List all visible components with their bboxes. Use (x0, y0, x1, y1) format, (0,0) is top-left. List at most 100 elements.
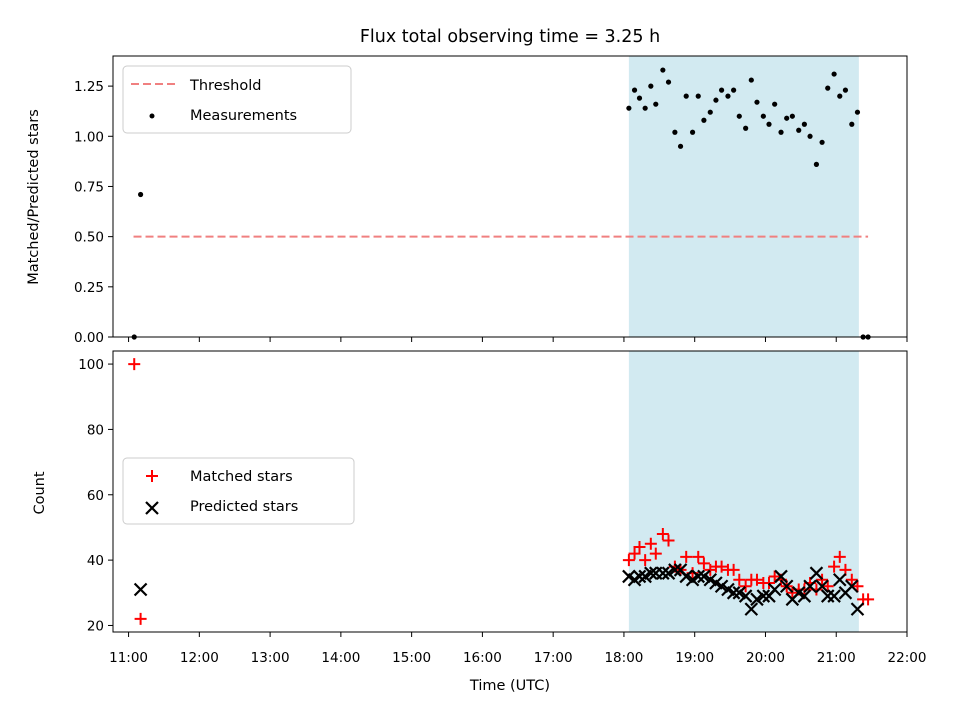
matched-star-point (733, 573, 746, 586)
predicted-star-point (832, 572, 847, 587)
measurement-point (819, 139, 825, 145)
measurement-point (695, 93, 701, 99)
top-y-tick-label: 1.25 (74, 79, 104, 95)
measurements-legend-marker (149, 113, 155, 119)
measurement-point (831, 71, 837, 77)
predicted-stars-series (133, 563, 865, 616)
x-tick-label: 19:00 (675, 650, 714, 666)
bottom-y-ticks: 20 40 60 80 100 (78, 357, 113, 634)
bottom-y-tick-label: 40 (87, 553, 104, 569)
predicted-star-point (668, 563, 682, 577)
measurement-point (801, 121, 807, 127)
matched-star-point (128, 358, 141, 371)
measurement-point (648, 83, 654, 89)
x-axis-label: Time (UTC) (469, 678, 550, 694)
predicted-star-point (726, 586, 741, 600)
predicted-star-point (644, 566, 658, 580)
predicted-star-point (767, 582, 782, 597)
measurement-point (754, 99, 760, 105)
top-shaded-interval (628, 56, 859, 337)
predicted-star-point (679, 569, 693, 584)
matched-star-point (763, 576, 776, 589)
predicted-star-point (809, 566, 824, 580)
measurement-point (672, 129, 678, 135)
measurement-point (813, 161, 820, 167)
matched-star-point (622, 554, 635, 567)
measurement-point (636, 95, 643, 101)
measurements-series (131, 67, 871, 340)
matched-star-point (821, 580, 834, 593)
measurement-point (713, 97, 719, 103)
top-y-tick-label: 0.00 (74, 330, 104, 346)
matched-star-point (633, 541, 646, 554)
bottom-legend-box (122, 457, 355, 525)
top-y-axis-label: Matched/Predicted stars (26, 109, 42, 285)
bottom-y-tick-label: 60 (87, 488, 104, 504)
measurement-point (854, 109, 861, 115)
measurement-point (743, 125, 749, 131)
matched-star-point (816, 573, 829, 586)
measurement-point (760, 113, 766, 119)
measurement-point (825, 85, 831, 91)
x-tick-label: 14:00 (321, 650, 360, 666)
matched-star-point (639, 554, 652, 567)
measurement-point (689, 129, 696, 135)
predicted-star-point (779, 579, 794, 594)
predicted-star-point (827, 589, 841, 603)
predicted-star-point (797, 589, 812, 603)
matched-star-point (750, 573, 763, 586)
x-tick-label: 12:00 (180, 650, 219, 666)
matched-star-point (644, 537, 657, 550)
x-tick-label: 21:00 (817, 650, 856, 666)
matched-star-point (833, 550, 846, 563)
matched-star-point (680, 550, 693, 563)
x-tick-label: 20:00 (746, 650, 785, 666)
x-tick-label: 17:00 (534, 650, 573, 666)
matched-star-point (656, 527, 669, 540)
bottom-axes-frame (112, 350, 908, 633)
predicted-star-point (632, 569, 647, 584)
bottom-y-tick-label: 100 (78, 357, 104, 373)
bottom-y-tick-label: 20 (87, 618, 104, 634)
measurements-legend-label: Measurements (190, 108, 297, 124)
matched-star-point (649, 547, 662, 560)
top-axes-frame (112, 55, 908, 338)
predicted-star-point (803, 579, 817, 594)
predicted-legend-marker (145, 501, 159, 515)
measurement-point (796, 127, 802, 133)
x-tick-label: 22:00 (888, 650, 927, 666)
measurement-point (748, 77, 754, 83)
x-tick-label: 18:00 (604, 650, 643, 666)
measurement-point (772, 101, 778, 107)
measurement-point (784, 115, 790, 121)
measurement-point (807, 133, 813, 139)
x-tick-label: 15:00 (392, 650, 431, 666)
measurement-point (789, 113, 795, 119)
measurement-point (137, 191, 144, 198)
measurement-point (653, 101, 659, 107)
matched-legend-label: Matched stars (190, 469, 293, 485)
measurement-point (683, 93, 689, 99)
measurement-point (837, 93, 843, 99)
measurement-point (665, 79, 672, 85)
matched-star-point (739, 580, 752, 593)
measurement-point (731, 87, 737, 93)
matched-star-point (786, 586, 799, 599)
predicted-star-point (815, 579, 829, 594)
measurement-point (766, 121, 772, 127)
top-y-tick-label: 0.75 (74, 179, 104, 195)
predicted-star-point (750, 592, 764, 607)
predicted-star-point (656, 566, 670, 580)
matched-stars-series (128, 358, 875, 625)
top-panel: 0.00 0.25 0.50 0.75 1.00 1.25 Matched/Predict… (26, 55, 908, 346)
matched-star-point (697, 557, 710, 570)
bottom-y-axis-label: Count (32, 471, 48, 514)
matched-star-point (862, 593, 875, 606)
matched-star-point (692, 550, 705, 563)
predicted-star-point (732, 586, 747, 600)
threshold-legend-label: Threshold (189, 78, 261, 94)
measurement-point (626, 105, 632, 111)
matched-star-point (851, 580, 864, 593)
predicted-legend-label: Predicted stars (190, 499, 298, 515)
